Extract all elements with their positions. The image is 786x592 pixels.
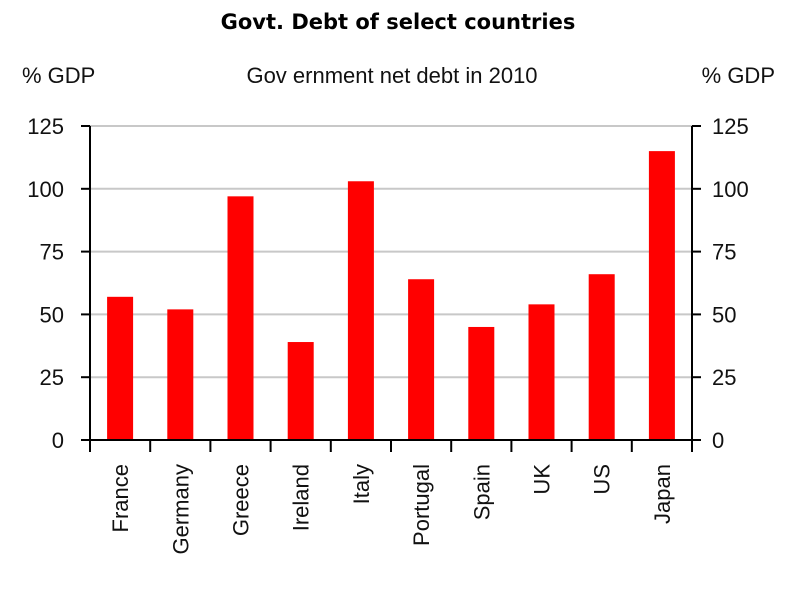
bar-france — [107, 296, 134, 440]
axes — [81, 125, 701, 452]
right-tick-label: 0 — [712, 428, 724, 453]
category-labels: France Germany Greece Ireland Italy Portugal S… — [108, 464, 675, 555]
right-tick-label: 100 — [712, 177, 749, 202]
category-label-spain: Spain — [469, 464, 494, 520]
bar-uk — [528, 304, 555, 440]
category-label-greece: Greece — [229, 464, 254, 536]
category-label-us: US — [590, 464, 615, 495]
right-tick-label: 50 — [712, 302, 736, 327]
left-tick-label: 25 — [40, 365, 64, 390]
bar-portugal — [408, 279, 435, 440]
chart-heading: Govt. Debt of select countries — [221, 10, 576, 34]
right-tick-label: 25 — [712, 365, 736, 390]
left-tick-label: 100 — [27, 177, 64, 202]
category-label-ireland: Ireland — [289, 464, 314, 531]
chart-title: Gov ernment net debt in 2010 — [246, 63, 537, 88]
category-label-portugal: Portugal — [409, 464, 434, 546]
category-label-france: France — [108, 464, 133, 532]
left-tick-label: 125 — [27, 114, 64, 139]
bar-japan — [648, 151, 675, 440]
bars — [107, 151, 675, 440]
tick-labels: 0 25 50 75 100 125 0 25 50 75 100 125 — [27, 114, 748, 453]
left-tick-label: 75 — [40, 240, 64, 265]
category-label-italy: Italy — [349, 464, 374, 504]
left-axis-unit-label: % GDP — [22, 63, 95, 88]
right-axis-unit-label: % GDP — [702, 63, 775, 88]
bar-us — [588, 274, 615, 440]
category-label-japan: Japan — [650, 464, 675, 524]
category-label-germany: Germany — [168, 464, 193, 554]
bar-greece — [227, 196, 254, 440]
left-tick-label: 0 — [52, 428, 64, 453]
right-tick-label: 75 — [712, 240, 736, 265]
left-tick-label: 50 — [40, 302, 64, 327]
bar-spain — [468, 326, 495, 440]
bar-ireland — [287, 342, 314, 440]
bar-germany — [167, 309, 194, 440]
bar-italy — [347, 181, 374, 440]
right-tick-label: 125 — [712, 114, 749, 139]
category-label-uk: UK — [530, 464, 555, 495]
